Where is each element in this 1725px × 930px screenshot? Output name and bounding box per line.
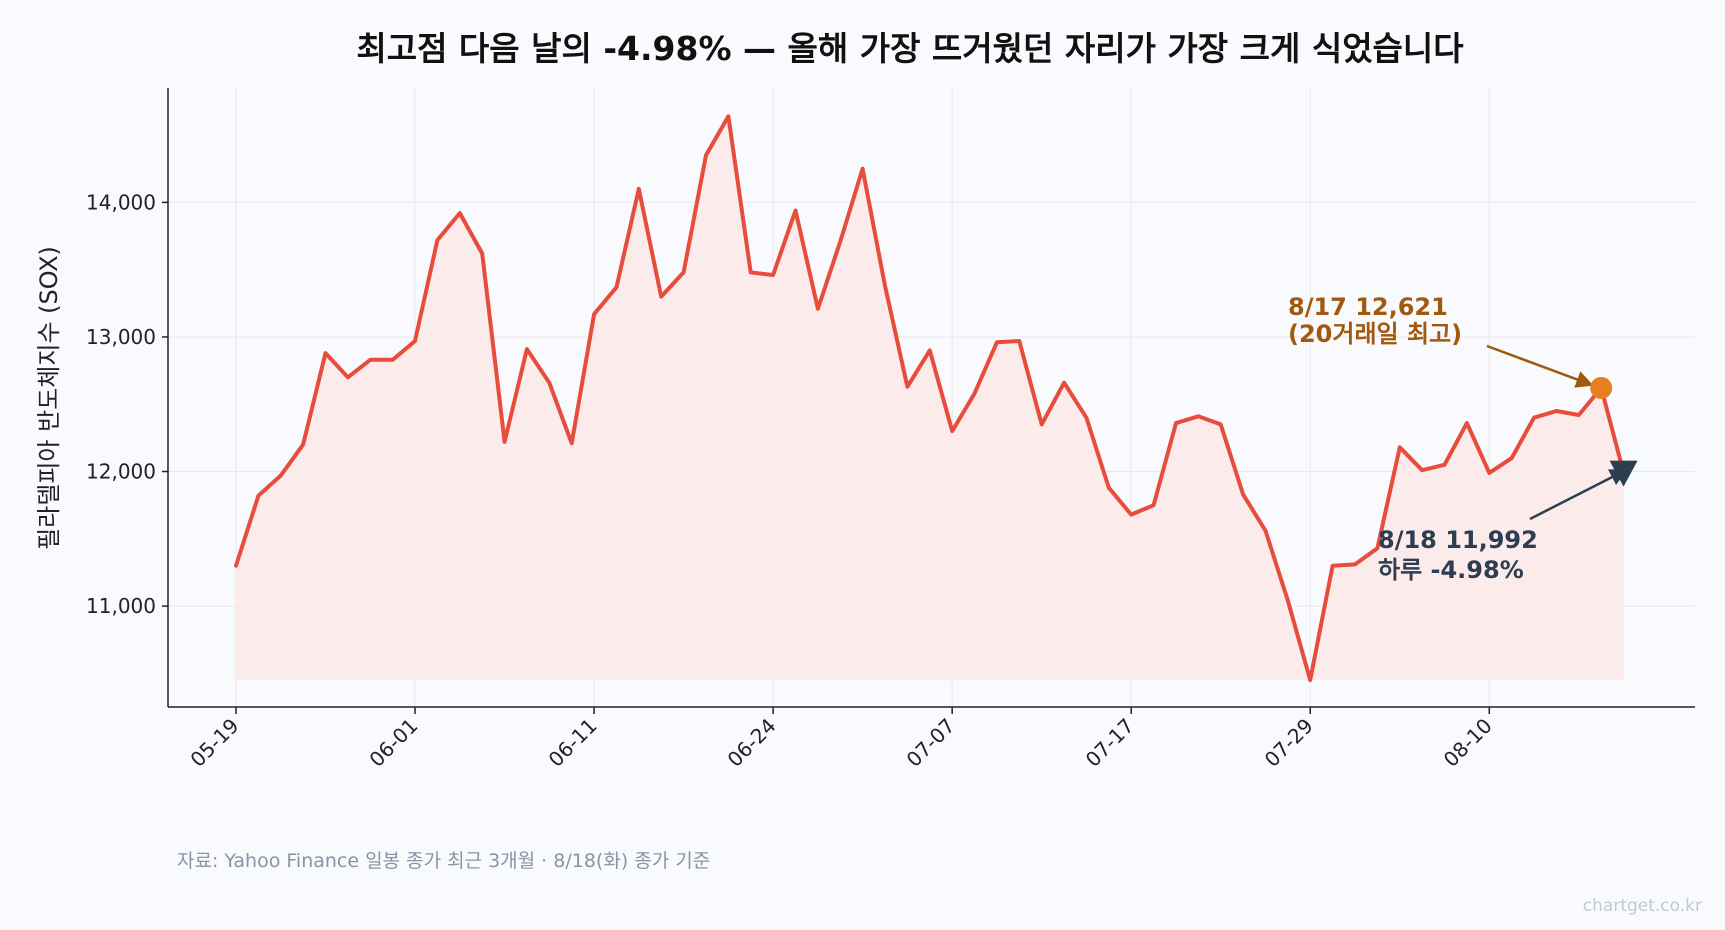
watermark: chartget.co.kr	[1583, 896, 1702, 916]
x-tick-label: 05-19	[185, 714, 243, 772]
y-axis-label: 필라델피아 반도체지수 (SOX)	[35, 246, 63, 550]
y-tick-label: 11,000	[86, 594, 156, 618]
annotation-line2: (20거래일 최고)	[1288, 320, 1462, 348]
annotation-line2: 하루 -4.98%	[1378, 556, 1524, 584]
x-tick-label: 06-01	[365, 714, 423, 772]
annotation-arrow	[1529, 468, 1628, 521]
annotation-arrow	[1486, 344, 1594, 388]
y-tick-label: 13,000	[86, 325, 156, 349]
annotation-line1: 8/18 11,992	[1378, 526, 1538, 554]
drop-marker	[1609, 460, 1638, 487]
x-tick-label: 08-10	[1439, 714, 1497, 772]
series-line	[234, 114, 1626, 683]
x-tick-label: 06-24	[723, 714, 781, 772]
y-tick-label: 14,000	[86, 190, 156, 214]
x-tick-label: 07-29	[1260, 714, 1318, 772]
x-tick-label: 06-11	[544, 714, 602, 772]
peak-marker	[1590, 376, 1613, 399]
chart-title: 최고점 다음 날의 -4.98% — 올해 가장 뜨거웠던 자리가 가장 크게 …	[356, 29, 1464, 68]
x-tick-label: 07-07	[902, 714, 960, 772]
y-tick-label: 12,000	[86, 460, 156, 484]
source-note: 자료: Yahoo Finance 일봉 종가 최근 3개월 · 8/18(화)…	[177, 850, 710, 872]
axes	[167, 88, 1695, 708]
series-area	[236, 116, 1624, 681]
annotation-line1: 8/17 12,621	[1288, 293, 1448, 321]
x-tick-label: 07-17	[1081, 714, 1139, 772]
